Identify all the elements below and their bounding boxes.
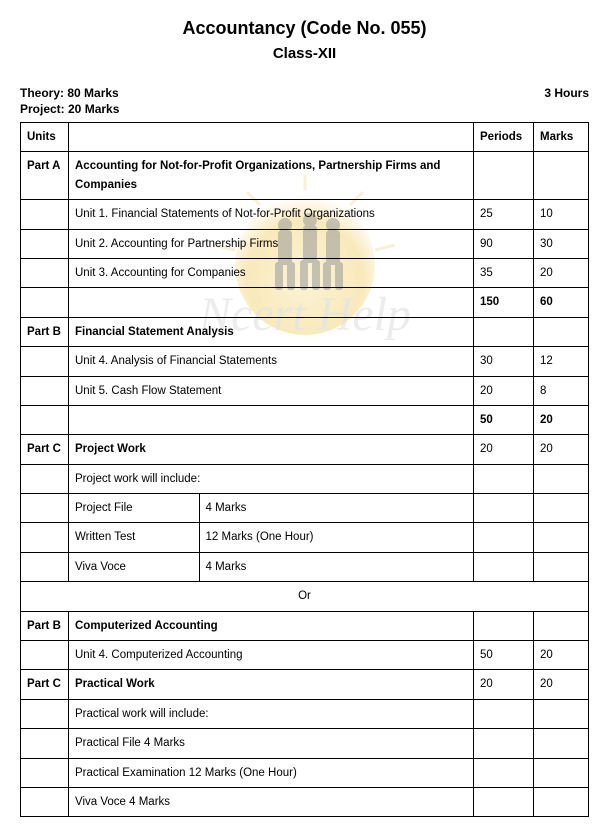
table-row: Unit 1. Financial Statements of Not-for-… [69, 200, 474, 229]
or-separator: Or [21, 582, 589, 611]
part-c2-heading: Practical Work [69, 670, 474, 699]
table-row: Unit 2. Accounting for Partnership Firms [69, 229, 474, 258]
table-row: Viva Voce 4 Marks [69, 787, 474, 816]
include-label: Project work will include: [69, 464, 474, 493]
table-row: Practical Examination 12 Marks (One Hour… [69, 758, 474, 787]
theory-label: Theory: 80 Marks [20, 86, 119, 100]
part-b-label: Part B [21, 317, 69, 346]
part-c-label: Part C [21, 435, 69, 464]
page-title: Accountancy (Code No. 055) [20, 18, 589, 39]
part-b2-label: Part B [21, 611, 69, 640]
table-row: Unit 4. Computerized Accounting [69, 641, 474, 670]
project-label: Project: 20 Marks [20, 102, 589, 116]
table-row: Practical File 4 Marks [69, 729, 474, 758]
table-row: Unit 5. Cash Flow Statement [69, 376, 474, 405]
syllabus-table: Units Periods Marks Part A Accounting fo… [20, 122, 589, 817]
header-marks: Marks [534, 123, 589, 152]
part-c-heading: Project Work [69, 435, 474, 464]
part-c2-label: Part C [21, 670, 69, 699]
part-a-heading: Accounting for Not-for-Profit Organizati… [69, 152, 474, 200]
hours-label: 3 Hours [544, 86, 589, 100]
part-b-heading: Financial Statement Analysis [69, 317, 474, 346]
table-row: Unit 4. Analysis of Financial Statements [69, 347, 474, 376]
table-row: Unit 3. Accounting for Companies [69, 258, 474, 287]
header-units: Units [21, 123, 69, 152]
page-subtitle: Class-XII [20, 45, 589, 62]
part-a-label: Part A [21, 152, 69, 200]
header-periods: Periods [474, 123, 534, 152]
include-label: Practical work will include: [69, 699, 474, 728]
part-b2-heading: Computerized Accounting [69, 611, 474, 640]
